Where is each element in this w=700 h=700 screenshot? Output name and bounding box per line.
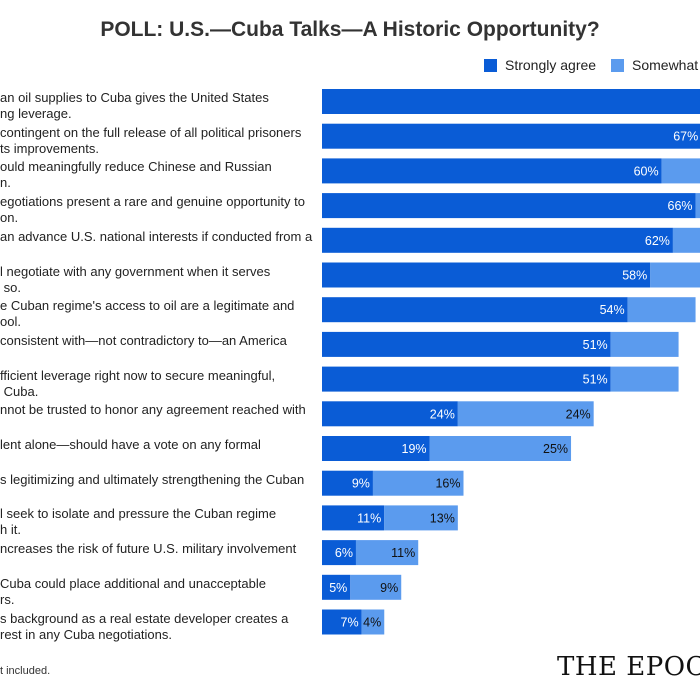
data-label-strongly-agree: 24%: [430, 407, 455, 421]
legend-label-strongly-agree: Strongly agree: [505, 57, 597, 73]
bar-somewhat-agree: [429, 436, 572, 461]
category-label: an oil supplies to Cuba gives the United…: [0, 90, 269, 121]
bar-somewhat-agree: [672, 227, 700, 253]
bar-somewhat-agree: [350, 574, 402, 600]
bar-strongly-agree: [322, 401, 458, 427]
bar-strongly-agree: [322, 158, 662, 184]
category-label: nnot be trusted to honor any agreement r…: [0, 402, 306, 418]
bar-strongly-agree: [322, 193, 696, 219]
legend-item-strongly-agree: Strongly agree: [484, 57, 596, 73]
legend-item-somewhat-agree: Somewhat a: [611, 57, 700, 73]
category-label: contingent on the full release of all po…: [0, 124, 302, 156]
data-label-strongly-agree: 66%: [668, 199, 693, 213]
category-label: ould meaningfully reduce Chinese and Rus…: [0, 159, 272, 191]
bar-somewhat-agree: [372, 470, 464, 496]
footnote: t included.: [0, 665, 51, 677]
legend-swatch-somewhat-agree: [611, 59, 624, 72]
data-label-strongly-agree: 51%: [583, 338, 608, 352]
category-label: egotiations present a rare and genuine o…: [0, 194, 305, 226]
data-label-strongly-agree: 60%: [634, 164, 659, 178]
data-label-somewhat-agree: 13%: [430, 511, 455, 525]
publisher-logo: THE EPOC: [557, 652, 700, 682]
category-label: an advance U.S. national interests if co…: [0, 228, 313, 244]
data-label-somewhat-agree: 25%: [543, 442, 568, 456]
category-label: ncreases the risk of future U.S. militar…: [0, 541, 297, 557]
bar-strongly-agree: [322, 366, 611, 392]
data-label-strongly-agree: 62%: [645, 234, 670, 248]
data-label-somewhat-agree: 9%: [380, 581, 398, 595]
category-label: s background as a real estate developer …: [0, 610, 289, 642]
data-label-somewhat-agree: 16%: [435, 477, 460, 491]
data-label-strongly-agree: 67%: [673, 130, 698, 144]
data-label-strongly-agree: 54%: [600, 303, 625, 317]
bar-strongly-agree: [322, 574, 351, 600]
data-label-somewhat-agree: 24%: [566, 407, 591, 421]
category-label: s legitimizing and ultimately strengthen…: [0, 471, 305, 487]
bar-somewhat-agree: [361, 609, 385, 635]
bar-strongly-agree: [322, 540, 356, 566]
bar-strongly-agree: [322, 609, 362, 635]
category-label: l seek to isolate and pressure the Cuban…: [0, 506, 277, 538]
legend-swatch-strongly-agree: [484, 59, 497, 72]
bar-somewhat-agree: [384, 505, 458, 531]
bar-somewhat-agree: [457, 401, 594, 427]
bar-somewhat-agree: [661, 158, 700, 184]
data-label-strongly-agree: 6%: [335, 546, 353, 560]
bar-somewhat-agree: [627, 297, 696, 323]
data-label-somewhat-agree: 11%: [391, 546, 415, 560]
bar-somewhat-agree: [650, 262, 700, 288]
bar-strongly-agree: [322, 227, 673, 253]
data-label-somewhat-agree: 4%: [363, 616, 381, 630]
chart-title: POLL: U.S.—Cuba Talks—A Historic Opportu…: [100, 18, 600, 41]
category-label: consistent with—not contradictory to—an …: [0, 332, 287, 348]
data-label-strongly-agree: 58%: [622, 269, 647, 283]
data-label-strongly-agree: 5%: [329, 581, 347, 595]
data-label-strongly-agree: 7%: [341, 616, 359, 630]
bar-strongly-agree: [322, 505, 385, 531]
bar-somewhat-agree: [610, 366, 679, 392]
bar-somewhat-agree: [610, 331, 679, 357]
data-label-strongly-agree: 19%: [402, 442, 427, 456]
bar-strongly-agree: [322, 436, 430, 461]
bar-somewhat-agree: [355, 540, 419, 566]
data-label-strongly-agree: 9%: [352, 477, 370, 491]
bar-strongly-agree: [322, 331, 611, 357]
category-label: e Cuban regime's access to oil are a leg…: [0, 298, 295, 330]
bar-strongly-agree: [322, 89, 700, 114]
data-label-strongly-agree: 51%: [583, 373, 608, 387]
category-label: Cuba could place additional and unaccept…: [0, 575, 266, 607]
category-label: l negotiate with any government when it …: [0, 263, 271, 295]
bar-strongly-agree: [322, 470, 373, 496]
bar-strongly-agree: [322, 123, 700, 149]
category-label: fficient leverage right now to secure me…: [0, 367, 276, 399]
category-label: lent alone—should have a vote on any for…: [0, 437, 261, 452]
bar-strongly-agree: [322, 297, 628, 323]
bar-strongly-agree: [322, 262, 651, 288]
bar-somewhat-agree: [695, 193, 700, 219]
legend-label-somewhat-agree: Somewhat a: [632, 57, 700, 73]
data-label-strongly-agree: 11%: [357, 511, 381, 525]
